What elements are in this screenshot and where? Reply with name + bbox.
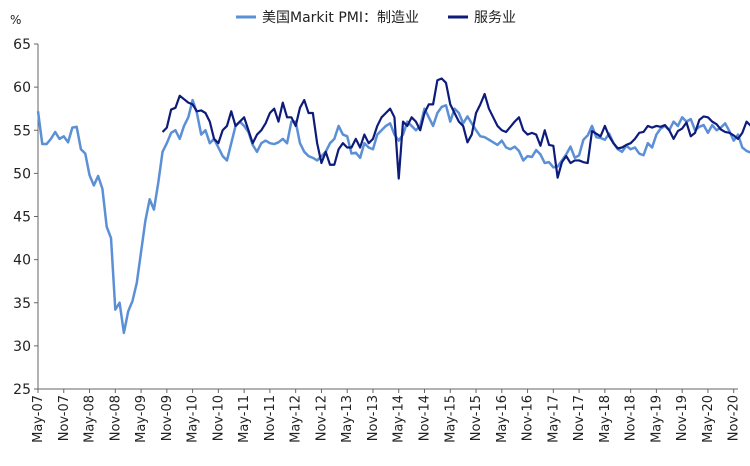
y-tick-label: 40 (13, 253, 31, 269)
x-tick-label: Nov-20 (727, 395, 742, 441)
x-tick-label: May-17 (546, 395, 561, 443)
x-tick-label: May-18 (598, 395, 613, 443)
x-tick-label: Nov-12 (314, 395, 329, 441)
x-tick-label: Nov-18 (624, 395, 639, 441)
x-axis: May-07 Nov-07 May-08 Nov-08 May-09 Nov-09 May-… (31, 388, 742, 443)
x-tick-label: Nov-11 (263, 395, 278, 441)
y-tick-label: 60 (13, 80, 31, 96)
x-tick-label: May-07 (31, 395, 46, 443)
x-tick-label: May-08 (83, 395, 98, 443)
y-tick-label: 55 (13, 123, 31, 139)
y-tick-label: 35 (13, 296, 31, 312)
x-tick-label: Nov-07 (57, 395, 72, 441)
x-tick-label: May-10 (186, 395, 201, 443)
y-tick-label: 30 (13, 339, 31, 355)
series-line-services (161, 77, 750, 180)
x-tick-label: May-14 (392, 395, 407, 443)
x-tick-label: May-11 (237, 395, 252, 443)
x-tick-label: May-12 (289, 395, 304, 443)
y-tick-label: 45 (13, 210, 31, 226)
legend-label: 服务业 (474, 10, 516, 26)
x-tick-label: Nov-16 (521, 395, 536, 441)
x-tick-label: May-13 (340, 395, 355, 443)
y-axis: 25 30 35 40 45 50 55 60 65 (13, 37, 39, 398)
legend: 美国Markit PMI：制造业 服务业 (236, 10, 516, 26)
x-tick-label: Nov-08 (108, 395, 123, 441)
series-line-manufacturing (36, 98, 750, 335)
x-tick-label: Nov-19 (675, 395, 690, 441)
x-tick-label: Nov-14 (418, 395, 433, 441)
x-tick-label: Nov-17 (572, 395, 587, 441)
y-tick-label: 65 (13, 37, 31, 53)
x-tick-label: May-09 (134, 395, 149, 443)
y-tick-label: 25 (13, 382, 31, 398)
y-axis-unit-label: % (10, 13, 21, 27)
x-tick-label: May-19 (649, 395, 664, 443)
x-tick-label: Nov-09 (160, 395, 175, 441)
x-tick-label: May-16 (495, 395, 510, 443)
y-tick-label: 50 (13, 166, 31, 182)
x-tick-label: Nov-13 (366, 395, 381, 441)
x-tick-label: May-20 (701, 395, 716, 443)
legend-label: 美国Markit PMI：制造业 (262, 10, 419, 26)
x-tick-label: May-15 (443, 395, 458, 443)
series-layer (36, 77, 750, 335)
x-tick-label: Nov-15 (469, 395, 484, 441)
x-tick-label: Nov-10 (211, 395, 226, 441)
